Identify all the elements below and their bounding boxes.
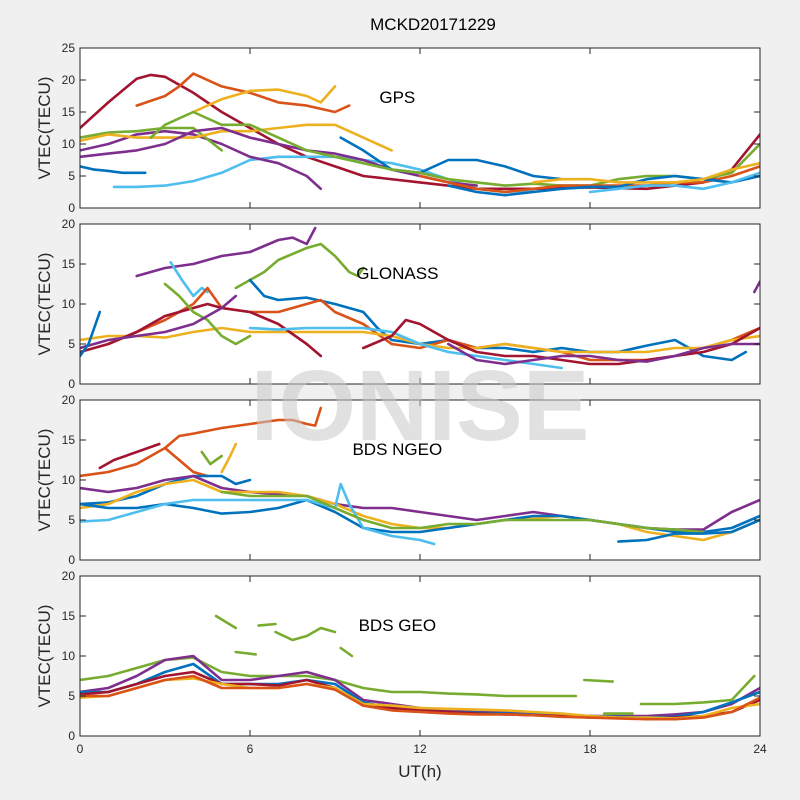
figure-title: MCKD20171229 <box>370 15 496 34</box>
y-tick-label: 0 <box>68 553 75 567</box>
series-group <box>80 614 760 721</box>
series-line <box>220 490 705 534</box>
series-line <box>588 171 760 194</box>
y-tick-label: 25 <box>62 41 76 55</box>
series-line <box>753 280 760 294</box>
y-axis-label: VTEC(TECU) <box>35 605 54 708</box>
series-line <box>98 442 161 470</box>
series-line <box>200 450 223 466</box>
x-tick-label: 0 <box>77 742 84 756</box>
series-line <box>192 85 337 114</box>
series-line <box>339 136 563 181</box>
series-line <box>532 161 760 184</box>
series-line <box>80 302 323 358</box>
series-line <box>169 261 209 298</box>
series-line <box>447 342 760 366</box>
series-line <box>257 622 277 627</box>
series-line <box>80 310 102 358</box>
y-tick-label: 5 <box>68 689 75 703</box>
series-line <box>135 72 351 114</box>
x-tick-label: 12 <box>413 742 427 756</box>
panel-label: BDS GEO <box>359 616 436 635</box>
series-line <box>80 674 760 721</box>
panel-3: 0 5 10 15 20 0 6 12 18 24 VTEC(TECU) BDS GEO <box>35 569 767 756</box>
y-tick-label: 10 <box>62 473 76 487</box>
series-group <box>80 72 760 197</box>
y-tick-label: 5 <box>68 337 75 351</box>
panel-label: BDS NGEO <box>352 440 442 459</box>
y-tick-label: 15 <box>62 609 76 623</box>
panel-0: 0 5 10 15 20 25 VTEC(TECU) GPS <box>35 41 761 215</box>
series-line <box>220 442 238 474</box>
series-line <box>248 326 563 370</box>
series-line <box>80 123 393 152</box>
series-line <box>149 110 760 187</box>
series-line <box>583 678 614 683</box>
y-tick-label: 10 <box>62 297 76 311</box>
series-line <box>234 650 257 656</box>
series-line <box>214 614 238 630</box>
panel-1: 0 5 10 15 20 VTEC(TECU) GLONASS <box>35 217 761 391</box>
series-line <box>339 646 354 658</box>
series-group <box>80 226 760 370</box>
series-line <box>639 674 756 706</box>
y-tick-label: 15 <box>62 433 76 447</box>
series-line <box>617 518 760 543</box>
panel-label: GPS <box>379 88 415 107</box>
panels-group: 0 5 10 15 20 25 VTEC(TECU) GPS 0 5 10 15 20 VTEC(TECU… <box>35 41 767 756</box>
panel-label: GLONASS <box>356 264 438 283</box>
series-line <box>163 446 209 478</box>
x-tick-label: 6 <box>247 742 254 756</box>
series-line <box>80 482 436 546</box>
y-axis-label: VTEC(TECU) <box>35 77 54 180</box>
x-axis-label: UT(h) <box>398 762 441 781</box>
series-line <box>80 294 238 350</box>
y-tick-label: 15 <box>62 257 76 271</box>
series-line <box>80 73 760 191</box>
y-tick-label: 20 <box>62 73 76 87</box>
series-line <box>163 282 252 346</box>
series-line <box>80 126 478 187</box>
watermark: IONISE <box>251 350 590 462</box>
y-tick-label: 0 <box>68 377 75 391</box>
y-tick-label: 5 <box>68 513 75 527</box>
x-tick-label: 18 <box>583 742 597 756</box>
x-tick-label: 24 <box>753 742 767 756</box>
y-axis-label: VTEC(TECU) <box>35 429 54 532</box>
series-line <box>447 174 760 197</box>
series-line <box>80 677 760 720</box>
y-tick-label: 20 <box>62 569 76 583</box>
y-tick-label: 20 <box>62 217 76 231</box>
series-line <box>80 406 323 478</box>
y-tick-label: 0 <box>68 729 75 743</box>
y-tick-label: 10 <box>62 137 76 151</box>
series-group <box>80 406 760 546</box>
y-tick-label: 5 <box>68 169 75 183</box>
y-axis-label: VTEC(TECU) <box>35 253 54 356</box>
y-tick-label: 0 <box>68 201 75 215</box>
series-line <box>274 626 337 642</box>
y-tick-label: 15 <box>62 105 76 119</box>
series-line <box>80 165 147 175</box>
panel-2: 0 5 10 15 20 VTEC(TECU) BDS NGEO <box>35 393 761 567</box>
y-tick-label: 20 <box>62 393 76 407</box>
y-tick-label: 10 <box>62 649 76 663</box>
series-line <box>234 242 365 290</box>
